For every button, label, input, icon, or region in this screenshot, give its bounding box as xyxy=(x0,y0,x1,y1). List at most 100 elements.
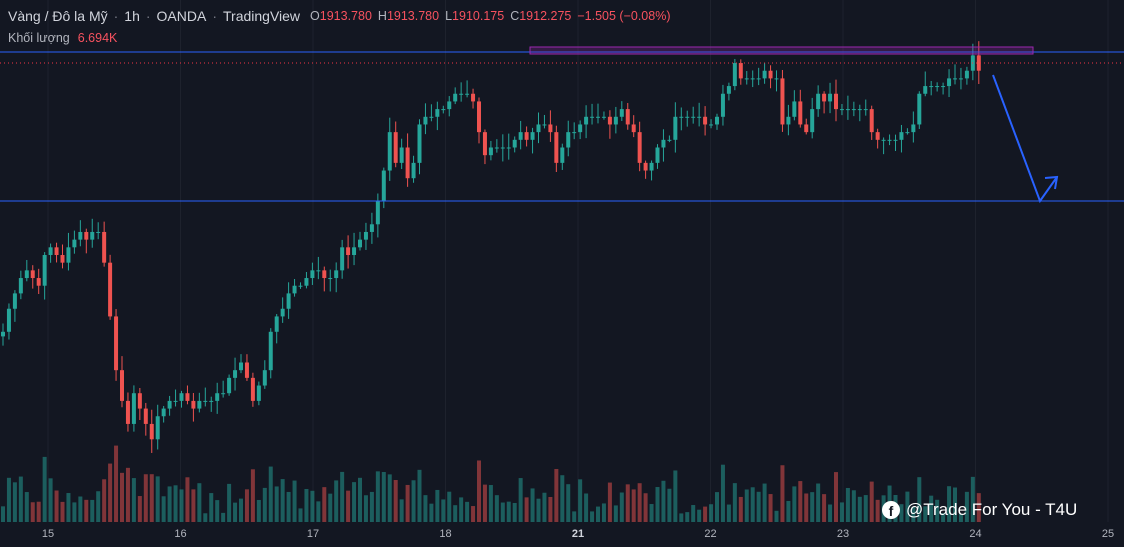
volume-bar xyxy=(875,499,880,522)
candle-body xyxy=(227,377,232,394)
volume-bar xyxy=(709,504,714,522)
candle-body xyxy=(715,116,719,125)
volume-bar xyxy=(471,506,476,522)
candle-body xyxy=(726,86,731,94)
volume-bar xyxy=(375,471,380,522)
candle xyxy=(441,105,446,114)
candle-body xyxy=(929,86,934,88)
close-label: C xyxy=(510,9,520,23)
candle-body xyxy=(441,109,446,111)
candle xyxy=(500,134,505,162)
candle-body xyxy=(917,93,922,125)
volume-bar xyxy=(173,485,178,522)
volume-bar xyxy=(941,513,946,522)
candle xyxy=(607,110,612,139)
candle-body xyxy=(322,270,327,279)
candle xyxy=(518,120,523,150)
x-tick-label: 16 xyxy=(174,528,187,540)
volume-bar xyxy=(869,481,874,522)
candle-body xyxy=(369,224,374,232)
candle-body xyxy=(96,231,101,233)
candle-body xyxy=(649,162,654,171)
candle xyxy=(524,126,529,147)
volume-bar xyxy=(863,495,868,522)
volume-bar xyxy=(947,486,952,522)
candle-body xyxy=(720,93,725,117)
resistance-zone-rect[interactable] xyxy=(529,46,1034,55)
candle-body xyxy=(947,78,952,87)
volume-bar xyxy=(697,509,702,522)
volume-bar xyxy=(48,478,53,522)
candle-body xyxy=(340,247,345,271)
volume-bar xyxy=(929,495,934,522)
volume-bar xyxy=(655,487,660,522)
candle xyxy=(774,70,779,92)
candle-body xyxy=(137,393,142,409)
symbol-name[interactable]: Vàng / Đô la Mỹ xyxy=(8,8,108,24)
candle-body xyxy=(60,255,65,263)
volume-bar xyxy=(137,496,142,522)
volume-bar xyxy=(233,502,238,522)
volume-bar xyxy=(923,506,928,522)
candle-body xyxy=(18,278,23,294)
candle xyxy=(667,135,672,143)
volume-legend[interactable]: Khối lượng 6.694K xyxy=(8,31,117,45)
candle-body xyxy=(857,109,862,111)
candle xyxy=(881,137,886,155)
candle xyxy=(417,119,422,175)
candle-body xyxy=(143,408,148,424)
candle-body xyxy=(762,70,767,79)
candle-body xyxy=(869,109,874,133)
x-tick-label: 25 xyxy=(1101,528,1115,540)
volume-bar xyxy=(905,491,910,522)
volume-bar xyxy=(554,468,559,522)
volume-bar xyxy=(899,504,904,522)
volume-bar xyxy=(530,488,535,522)
volume-bar xyxy=(578,479,583,522)
candle-body xyxy=(108,262,113,317)
open-value: 1913.780 xyxy=(319,9,372,23)
candle xyxy=(738,59,743,85)
candle-body xyxy=(506,147,511,149)
candle-body xyxy=(72,239,77,248)
volume-bar xyxy=(441,499,446,522)
candle-body xyxy=(911,124,916,133)
candle xyxy=(346,235,351,269)
candle-body xyxy=(465,93,470,95)
candle-body xyxy=(518,132,523,140)
candle xyxy=(643,160,648,179)
candle xyxy=(845,95,850,120)
candle xyxy=(810,97,815,139)
candle xyxy=(679,107,684,131)
volume-bar xyxy=(834,472,838,522)
volume-bar xyxy=(631,489,636,522)
candle-body xyxy=(423,116,428,125)
interval-label[interactable]: 1h xyxy=(124,8,140,24)
candle xyxy=(352,232,357,266)
candle-body xyxy=(596,116,600,118)
candle xyxy=(108,254,113,320)
candle-body xyxy=(756,78,761,80)
volume-bar xyxy=(149,474,154,522)
projection-arrow[interactable] xyxy=(992,74,1058,204)
candle-body xyxy=(477,101,481,133)
candle xyxy=(786,104,791,136)
candle xyxy=(298,282,303,289)
volume-bar xyxy=(845,487,850,522)
candle-body xyxy=(334,270,339,279)
candle-body xyxy=(155,416,160,440)
candle-body xyxy=(209,400,214,402)
volume-bar xyxy=(810,492,815,522)
volume-bar xyxy=(804,493,809,522)
candle xyxy=(530,127,535,154)
candle-body xyxy=(250,377,255,401)
volume-bar xyxy=(423,495,428,522)
volume-bar xyxy=(542,492,547,522)
candle xyxy=(334,262,339,293)
volume-bar xyxy=(393,479,398,522)
candle xyxy=(292,278,297,297)
volume-bar xyxy=(780,465,785,522)
candle-body xyxy=(358,239,362,248)
volume-bar xyxy=(667,488,672,522)
